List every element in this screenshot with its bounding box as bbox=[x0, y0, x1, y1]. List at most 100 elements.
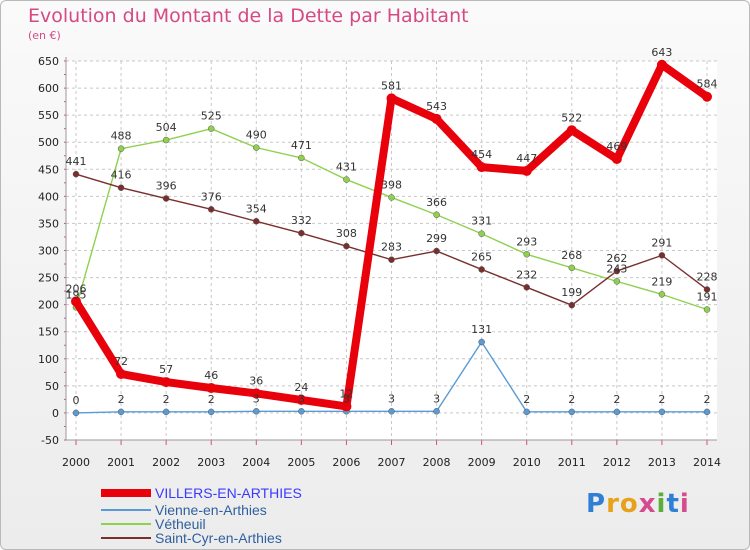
data-label-vienne-en-arthies: 2 bbox=[163, 393, 170, 406]
data-label-villers-en-arthies: 469 bbox=[606, 140, 627, 153]
y-tick-label: 250 bbox=[38, 272, 59, 285]
data-point-saint-cyr-en-arthies bbox=[253, 218, 260, 225]
data-label-villers-en-arthies: 584 bbox=[697, 78, 718, 91]
data-label-villers-en-arthies: 206 bbox=[66, 282, 87, 295]
data-point-vienne-en-arthies bbox=[253, 408, 260, 415]
data-point-villers-en-arthies bbox=[702, 91, 712, 102]
data-label-saint-cyr-en-arthies: 441 bbox=[66, 155, 87, 168]
data-label-vienne-en-arthies: 0 bbox=[73, 394, 80, 407]
data-point-villers-en-arthies bbox=[161, 377, 172, 388]
data-point-saint-cyr-en-arthies bbox=[162, 195, 170, 202]
data-label-vienne-en-arthies: 2 bbox=[704, 393, 711, 406]
y-tick-label: 300 bbox=[38, 245, 59, 258]
data-point-vienne-en-arthies bbox=[658, 408, 666, 416]
y-tick-label: 100 bbox=[38, 353, 59, 366]
data-point-vienne-en-arthies bbox=[72, 409, 80, 417]
data-label-saint-cyr-en-arthies: 291 bbox=[651, 236, 672, 249]
x-tick-label: 2002 bbox=[152, 456, 180, 469]
x-tick-label: 2010 bbox=[513, 456, 541, 469]
data-point-villers-en-arthies bbox=[566, 125, 577, 136]
data-point-vetheuil bbox=[433, 211, 440, 219]
data-label-vienne-en-arthies: 2 bbox=[658, 393, 665, 406]
y-tick-label: 600 bbox=[38, 82, 59, 95]
data-point-vienne-en-arthies bbox=[523, 408, 530, 416]
data-point-saint-cyr-en-arthies bbox=[703, 286, 711, 293]
data-point-vienne-en-arthies bbox=[162, 408, 170, 416]
data-label-vetheuil: 471 bbox=[291, 139, 312, 152]
x-tick-label: 2014 bbox=[693, 456, 721, 469]
data-label-saint-cyr-en-arthies: 354 bbox=[246, 202, 267, 215]
x-tick-label: 2012 bbox=[603, 456, 631, 469]
data-label-vienne-en-arthies: 3 bbox=[298, 392, 305, 405]
y-tick-label: 0 bbox=[52, 407, 59, 420]
data-point-vienne-en-arthies bbox=[703, 408, 711, 416]
data-point-saint-cyr-en-arthies bbox=[433, 247, 440, 255]
data-point-saint-cyr-en-arthies bbox=[388, 256, 395, 263]
data-point-saint-cyr-en-arthies bbox=[523, 284, 530, 291]
data-label-villers-en-arthies: 447 bbox=[516, 152, 537, 165]
x-tick-label: 2005 bbox=[287, 456, 315, 469]
data-point-saint-cyr-en-arthies bbox=[207, 206, 215, 213]
data-label-saint-cyr-en-arthies: 308 bbox=[336, 227, 357, 240]
data-label-saint-cyr-en-arthies: 199 bbox=[561, 286, 582, 299]
data-point-vetheuil bbox=[343, 176, 350, 183]
chart-title: Evolution du Montant de la Dette par Hab… bbox=[28, 5, 469, 27]
data-label-vienne-en-arthies: 2 bbox=[613, 393, 620, 406]
data-point-saint-cyr-en-arthies bbox=[478, 266, 485, 273]
data-label-vetheuil: 331 bbox=[471, 215, 492, 228]
data-label-vetheuil: 431 bbox=[336, 161, 357, 174]
x-tick-label: 2006 bbox=[332, 456, 360, 469]
data-point-vetheuil bbox=[523, 251, 530, 258]
data-label-villers-en-arthies: 543 bbox=[426, 100, 447, 113]
data-label-vetheuil: 525 bbox=[201, 110, 222, 123]
data-point-vetheuil bbox=[162, 136, 170, 144]
x-tick-label: 2013 bbox=[648, 456, 676, 469]
data-label-villers-en-arthies: 72 bbox=[114, 355, 128, 368]
data-point-vienne-en-arthies bbox=[117, 408, 125, 416]
data-point-villers-en-arthies bbox=[251, 388, 262, 399]
x-tick-label: 2009 bbox=[468, 456, 496, 469]
data-label-vienne-en-arthies: 131 bbox=[471, 323, 492, 336]
data-label-saint-cyr-en-arthies: 376 bbox=[201, 190, 222, 203]
data-point-villers-en-arthies bbox=[611, 153, 622, 164]
data-label-vienne-en-arthies: 3 bbox=[388, 392, 395, 405]
data-point-vetheuil bbox=[658, 291, 666, 298]
y-tick-label: 450 bbox=[38, 163, 59, 176]
series-layer bbox=[71, 59, 712, 417]
legend-label-vetheuil: Vétheuil bbox=[155, 516, 206, 532]
data-label-villers-en-arthies: 46 bbox=[204, 369, 218, 382]
x-tick-label: 2003 bbox=[197, 456, 225, 469]
data-point-vetheuil bbox=[613, 278, 621, 285]
y-tick-label: 550 bbox=[38, 109, 59, 122]
data-label-villers-en-arthies: 24 bbox=[294, 381, 308, 394]
y-tick-label: 500 bbox=[38, 136, 59, 149]
data-label-vetheuil: 504 bbox=[156, 121, 177, 134]
data-label-vetheuil: 490 bbox=[246, 129, 267, 142]
data-point-vetheuil bbox=[568, 264, 576, 272]
data-label-saint-cyr-en-arthies: 416 bbox=[111, 169, 132, 182]
data-label-vienne-en-arthies: 3 bbox=[253, 392, 260, 405]
y-tick-label: 400 bbox=[38, 190, 59, 203]
data-label-vetheuil: 191 bbox=[697, 291, 718, 304]
data-point-vienne-en-arthies bbox=[388, 408, 395, 415]
data-point-saint-cyr-en-arthies bbox=[298, 229, 305, 237]
data-label-vienne-en-arthies: 2 bbox=[208, 393, 215, 406]
data-label-vienne-en-arthies: 2 bbox=[568, 393, 575, 406]
data-point-saint-cyr-en-arthies bbox=[613, 267, 621, 275]
data-point-vienne-en-arthies bbox=[433, 408, 440, 415]
legend-label-saint-cyr-en-arthies: Saint-Cyr-en-Arthies bbox=[155, 530, 282, 546]
data-point-saint-cyr-en-arthies bbox=[72, 170, 80, 178]
data-label-villers-en-arthies: 57 bbox=[159, 363, 173, 376]
data-point-saint-cyr-en-arthies bbox=[117, 184, 125, 191]
x-tick-label: 2000 bbox=[62, 456, 90, 469]
data-point-vetheuil bbox=[117, 145, 125, 152]
y-tick-label: 350 bbox=[38, 217, 59, 230]
data-label-villers-en-arthies: 454 bbox=[471, 148, 492, 161]
data-point-saint-cyr-en-arthies bbox=[568, 301, 576, 309]
data-point-villers-en-arthies bbox=[386, 93, 397, 104]
legend: VILLERS-EN-ARTHIESVienne-en-ArthiesVéthe… bbox=[101, 485, 302, 546]
data-point-saint-cyr-en-arthies bbox=[658, 252, 666, 259]
data-label-villers-en-arthies: 643 bbox=[651, 46, 672, 59]
